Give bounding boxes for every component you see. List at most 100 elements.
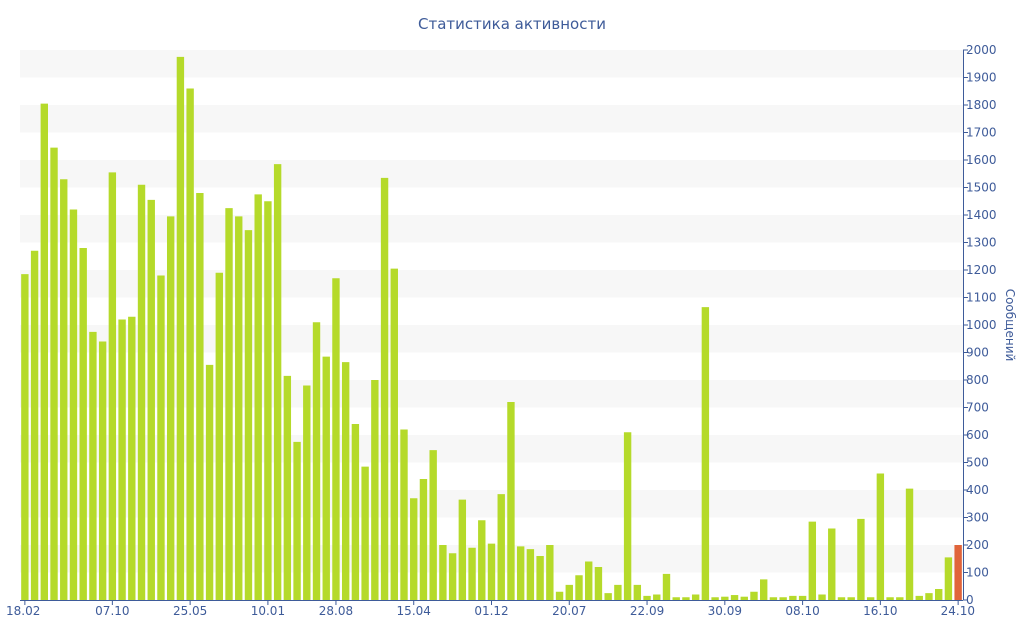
bar[interactable]	[341, 362, 350, 601]
bar[interactable]	[186, 88, 194, 601]
bar[interactable]	[21, 274, 29, 601]
bar[interactable]	[633, 584, 642, 601]
bar[interactable]	[760, 579, 768, 601]
bar[interactable]	[925, 593, 933, 601]
x-tick-label: 20.07	[552, 604, 586, 618]
bar[interactable]	[380, 177, 389, 601]
bar[interactable]	[643, 595, 651, 601]
x-tick-label: 18.02	[6, 604, 40, 618]
bar[interactable]	[623, 432, 632, 600]
bar[interactable]	[886, 597, 894, 600]
bar[interactable]	[905, 488, 914, 601]
bar[interactable]	[565, 584, 573, 601]
bar[interactable]	[128, 316, 136, 600]
bar[interactable]	[98, 341, 107, 601]
bar[interactable]	[332, 278, 340, 600]
bar[interactable]	[303, 385, 311, 601]
bar[interactable]	[196, 193, 204, 600]
bar[interactable]	[283, 375, 292, 601]
bar[interactable]	[789, 595, 797, 601]
bar[interactable]	[594, 567, 603, 600]
bar[interactable]	[546, 545, 554, 600]
bar[interactable]	[439, 545, 447, 600]
bar[interactable]	[312, 322, 321, 600]
bar[interactable]	[721, 596, 729, 600]
bar[interactable]	[293, 441, 301, 601]
bar[interactable]	[828, 528, 836, 601]
bar[interactable]	[89, 331, 97, 601]
bar[interactable]	[371, 380, 379, 600]
bar[interactable]	[808, 521, 817, 601]
bar[interactable]	[935, 589, 943, 600]
bar[interactable]	[866, 597, 875, 600]
bar[interactable]	[944, 557, 953, 601]
bar[interactable]	[478, 520, 486, 600]
bar[interactable]	[273, 164, 282, 601]
bar[interactable]	[507, 402, 515, 600]
bar[interactable]	[390, 268, 398, 601]
bar[interactable]	[487, 543, 496, 601]
bar[interactable]	[147, 199, 155, 601]
bar[interactable]	[769, 597, 778, 600]
bar[interactable]	[779, 597, 787, 600]
bar[interactable]	[157, 275, 165, 601]
bar[interactable]	[847, 597, 855, 600]
bar[interactable]	[857, 518, 865, 601]
bar[interactable]	[915, 595, 923, 601]
bar[interactable]	[244, 230, 253, 601]
bar[interactable]	[448, 553, 457, 600]
bar[interactable]	[555, 591, 564, 600]
bar[interactable]	[322, 356, 330, 601]
bar[interactable]	[118, 319, 126, 601]
bar[interactable]	[896, 597, 904, 600]
bar[interactable]	[818, 594, 826, 601]
bar[interactable]	[750, 591, 758, 600]
bar[interactable]	[526, 549, 535, 601]
bar[interactable]	[458, 499, 467, 601]
bar[interactable]	[254, 194, 262, 601]
bar[interactable]	[30, 250, 39, 600]
bar[interactable]	[711, 597, 719, 600]
bar[interactable]	[837, 597, 846, 600]
bar[interactable]	[653, 594, 661, 601]
bar[interactable]	[730, 595, 739, 600]
bar[interactable]	[876, 473, 885, 601]
bar[interactable]	[235, 216, 243, 601]
bar[interactable]	[516, 546, 525, 601]
bar[interactable]	[40, 103, 48, 601]
bar[interactable]	[682, 597, 690, 600]
bar[interactable]	[137, 184, 146, 600]
bar[interactable]	[614, 584, 622, 601]
bar[interactable]	[536, 556, 544, 600]
bar[interactable]	[108, 172, 117, 601]
bar-highlighted[interactable]	[954, 545, 962, 600]
bar[interactable]	[79, 248, 87, 600]
bar[interactable]	[361, 466, 369, 601]
bar[interactable]	[575, 575, 583, 600]
bar[interactable]	[166, 216, 175, 601]
bar[interactable]	[691, 594, 700, 601]
bar[interactable]	[672, 597, 680, 600]
bar[interactable]	[176, 56, 185, 601]
bar[interactable]	[225, 208, 233, 601]
bar[interactable]	[69, 209, 78, 601]
bar[interactable]	[497, 494, 505, 601]
bar[interactable]	[50, 147, 58, 601]
bar[interactable]	[60, 179, 68, 600]
bar[interactable]	[798, 595, 807, 601]
bar[interactable]	[264, 201, 272, 600]
bar[interactable]	[419, 479, 428, 600]
bar[interactable]	[351, 424, 360, 600]
bar[interactable]	[585, 561, 593, 601]
bar[interactable]	[400, 429, 408, 601]
bar[interactable]	[205, 364, 214, 601]
x-tick-label: 08.10	[785, 604, 819, 618]
bar[interactable]	[740, 596, 748, 600]
bar[interactable]	[662, 573, 671, 601]
bar[interactable]	[604, 593, 612, 601]
bar[interactable]	[215, 272, 223, 600]
bar[interactable]	[410, 498, 418, 600]
bar[interactable]	[701, 307, 710, 601]
bar[interactable]	[429, 450, 437, 601]
bar[interactable]	[468, 547, 476, 600]
